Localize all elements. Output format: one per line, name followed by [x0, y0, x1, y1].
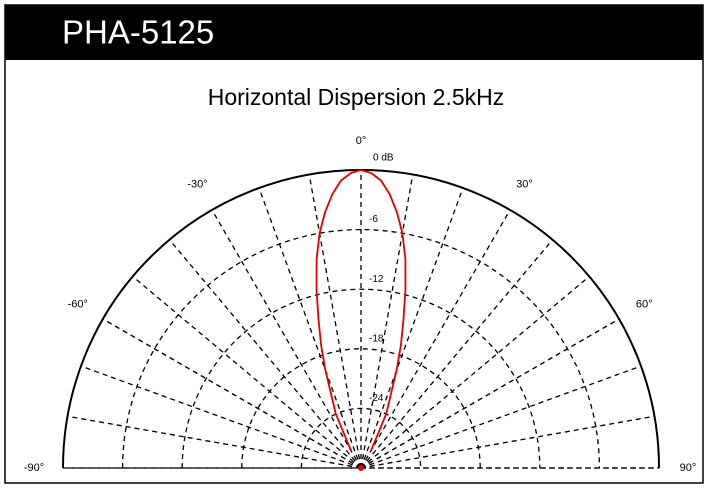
grid-line — [80, 365, 362, 469]
theta-tick-label: 60° — [636, 298, 653, 310]
r-tick-label: -6 — [369, 214, 378, 225]
grid-line — [360, 209, 511, 469]
grid-line — [132, 275, 362, 469]
header-bar — [5, 5, 703, 60]
r-tick-label: -18 — [369, 333, 384, 344]
r-tick-label: -24 — [369, 393, 384, 404]
grid-line — [360, 365, 642, 469]
grid-line — [360, 415, 655, 469]
grid-line — [360, 318, 620, 469]
grid-ring — [241, 348, 481, 469]
theta-tick-label: -30° — [187, 179, 207, 191]
grid-ring — [121, 229, 601, 469]
polar-plot: -90° -60° -30° 0° 30° 60° 90° 0 dB -6 -12 -18 -24 — [24, 135, 696, 474]
r-tick-label: -12 — [369, 274, 384, 285]
theta-tick-label: 30° — [516, 179, 533, 191]
chart-title: Horizontal Dispersion 2.5kHz — [208, 84, 505, 110]
grid-line — [211, 209, 362, 469]
response-line — [315, 169, 407, 452]
theta-tick-label: 90° — [680, 462, 697, 474]
theta-tick-label: -90° — [24, 462, 44, 474]
grid-line — [360, 174, 414, 469]
grid-ring — [300, 407, 422, 469]
theta-tick-label: -60° — [68, 298, 88, 310]
grid-line — [67, 415, 362, 469]
grid-line — [102, 318, 362, 469]
theta-tick-label: 0° — [356, 135, 367, 147]
grid-ring — [181, 288, 541, 469]
frame — [4, 4, 704, 484]
grid-line — [168, 239, 362, 469]
r-tick-label: 0 dB — [373, 153, 394, 164]
grid-line — [360, 239, 554, 469]
grid-line — [360, 187, 464, 469]
grid-line — [360, 275, 590, 469]
center-dot — [358, 465, 364, 471]
header-title: PHA-5125 — [62, 14, 214, 51]
grid-line — [308, 174, 362, 469]
grid-line — [258, 187, 362, 469]
